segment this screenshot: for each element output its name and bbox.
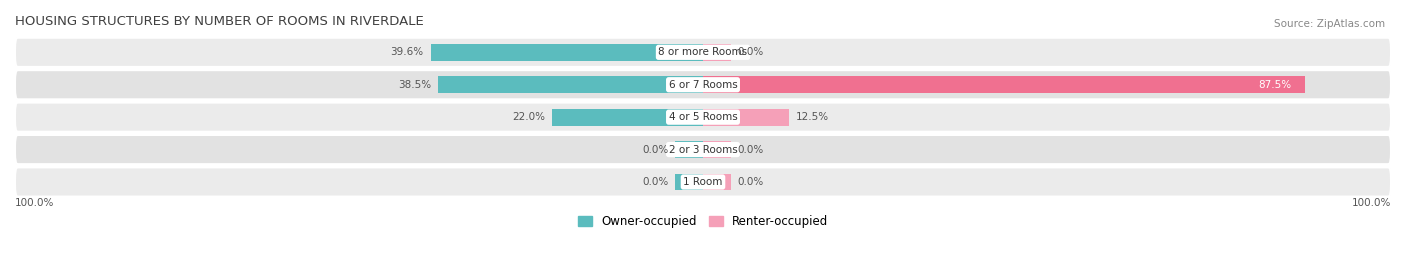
Bar: [439, 76, 703, 93]
Bar: [675, 174, 703, 190]
FancyBboxPatch shape: [15, 70, 1391, 99]
Bar: [430, 44, 703, 61]
FancyBboxPatch shape: [15, 167, 1391, 197]
Text: 0.0%: 0.0%: [737, 177, 763, 187]
Text: 0.0%: 0.0%: [737, 144, 763, 155]
Text: 4 or 5 Rooms: 4 or 5 Rooms: [669, 112, 737, 122]
Text: 1 Room: 1 Room: [683, 177, 723, 187]
Bar: [551, 109, 703, 126]
FancyBboxPatch shape: [15, 38, 1391, 67]
Text: 6 or 7 Rooms: 6 or 7 Rooms: [669, 80, 737, 90]
Text: 8 or more Rooms: 8 or more Rooms: [658, 47, 748, 57]
Text: 100.0%: 100.0%: [15, 198, 55, 208]
Text: 0.0%: 0.0%: [643, 177, 669, 187]
Bar: [675, 141, 703, 158]
Text: 2 or 3 Rooms: 2 or 3 Rooms: [669, 144, 737, 155]
Legend: Owner-occupied, Renter-occupied: Owner-occupied, Renter-occupied: [578, 215, 828, 228]
Bar: [703, 76, 1305, 93]
Bar: [703, 174, 731, 190]
Bar: [703, 44, 731, 61]
Bar: [703, 109, 789, 126]
FancyBboxPatch shape: [15, 135, 1391, 164]
Text: 38.5%: 38.5%: [398, 80, 432, 90]
Text: 12.5%: 12.5%: [796, 112, 830, 122]
Text: 87.5%: 87.5%: [1258, 80, 1291, 90]
FancyBboxPatch shape: [15, 102, 1391, 132]
Text: 0.0%: 0.0%: [737, 47, 763, 57]
Text: HOUSING STRUCTURES BY NUMBER OF ROOMS IN RIVERDALE: HOUSING STRUCTURES BY NUMBER OF ROOMS IN…: [15, 15, 423, 28]
Text: 22.0%: 22.0%: [512, 112, 544, 122]
Bar: [703, 141, 731, 158]
Text: 100.0%: 100.0%: [1351, 198, 1391, 208]
Text: Source: ZipAtlas.com: Source: ZipAtlas.com: [1274, 19, 1385, 29]
Text: 0.0%: 0.0%: [643, 144, 669, 155]
Text: 39.6%: 39.6%: [391, 47, 423, 57]
